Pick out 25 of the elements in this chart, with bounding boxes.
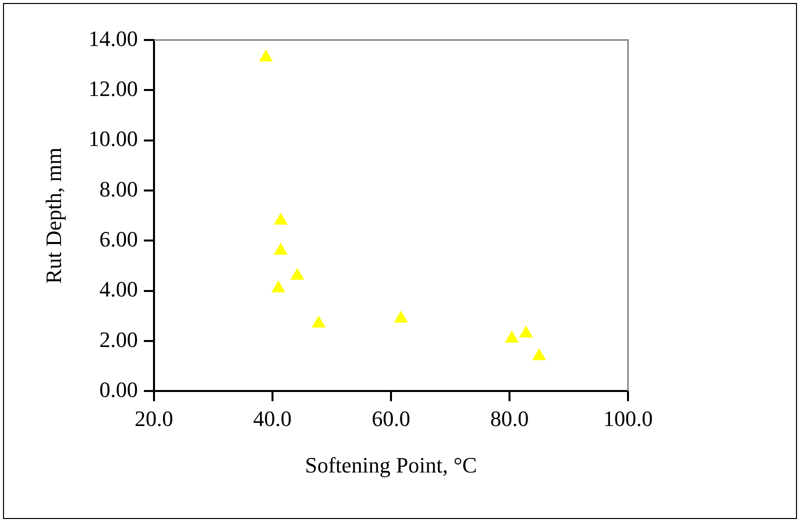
y-tick-label: 2.00 — [99, 326, 138, 352]
y-tick-label: 8.00 — [99, 176, 138, 202]
point — [271, 280, 286, 292]
y-tick-label: 12.00 — [88, 76, 138, 101]
x-tick-label: 40.0 — [253, 406, 292, 432]
y-tick-label: 4.00 — [99, 276, 138, 302]
x-axis-title: Softening Point, °C — [304, 452, 477, 478]
point — [504, 330, 519, 343]
x-tick-label: 80.0 — [490, 406, 529, 432]
point — [258, 50, 273, 62]
point — [394, 310, 408, 322]
point — [519, 326, 533, 338]
y-tick-label: 6.00 — [99, 226, 138, 252]
point — [274, 242, 288, 255]
x-tick-label: 100.0 — [603, 406, 653, 432]
point — [274, 212, 288, 225]
point — [290, 268, 304, 280]
y-tick-label: 14.00 — [88, 26, 138, 51]
y-tick-label: 10.00 — [88, 126, 138, 152]
point — [532, 348, 546, 360]
y-tick-label: 0.00 — [99, 376, 138, 402]
x-tick-label: 20.0 — [134, 406, 174, 432]
x-tick-label: 60.0 — [372, 406, 410, 432]
point — [312, 315, 326, 328]
y-axis-title: Rut Depth, mm — [40, 147, 66, 284]
